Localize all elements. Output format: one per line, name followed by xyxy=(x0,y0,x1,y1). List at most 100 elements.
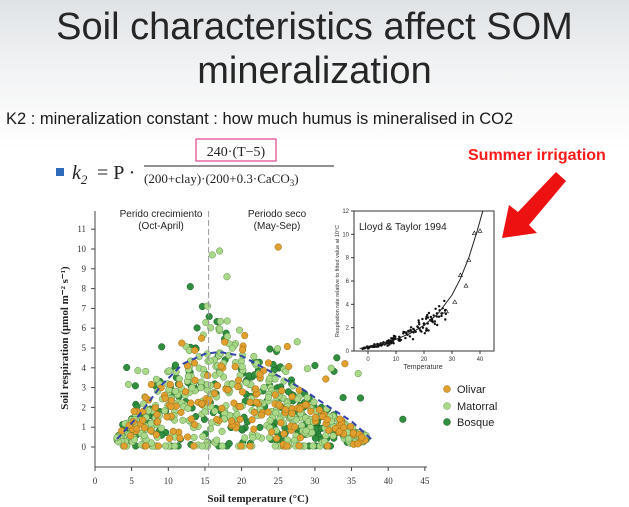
scatter-point-olivar xyxy=(250,425,258,433)
scatter-point-olivar xyxy=(190,442,198,450)
scatter-point-bosque xyxy=(193,324,201,332)
scatter-point-matorral xyxy=(309,442,317,450)
scatter-point-olivar xyxy=(126,432,135,440)
inset-point xyxy=(417,321,421,324)
scatter-point-olivar xyxy=(169,427,177,435)
scatter-point-olivar xyxy=(167,397,175,405)
scatter-point-matorral xyxy=(223,273,231,281)
scatter-point-olivar xyxy=(281,406,290,414)
scatter-point-olivar xyxy=(191,421,199,429)
scatter-point-olivar xyxy=(241,331,249,340)
scatter-point-olivar xyxy=(315,406,323,414)
main-x-tick-label: 0 xyxy=(93,476,98,486)
scatter-point-matorral xyxy=(190,433,198,441)
scatter-point-olivar xyxy=(140,424,149,432)
svg-text:(200+clay)·(200+0.3·CaCO3): (200+clay)·(200+0.3·CaCO3) xyxy=(144,171,299,188)
inset-point xyxy=(421,326,425,329)
scatter-point-olivar xyxy=(291,423,299,431)
inset-point xyxy=(438,305,441,308)
inset-point xyxy=(366,347,370,350)
scatter-point-olivar xyxy=(165,434,174,443)
scatter-point-olivar xyxy=(147,427,155,435)
summer-irrigation-annotation: Summer irrigation xyxy=(468,147,606,164)
scatter-point-olivar xyxy=(258,411,266,419)
scatter-point-olivar xyxy=(227,417,236,425)
inset-y-axis-label: Respiration rate relative to fitted valu… xyxy=(335,225,341,337)
scatter-point-olivar xyxy=(236,415,244,423)
scatter-point-bosque xyxy=(356,394,365,402)
inset-y-tick-label: 4 xyxy=(346,302,350,308)
main-y-tick-label: 1 xyxy=(82,422,87,432)
inset-lloyd-taylor-chart: 0 10 20 30 40 0 2 4 6 8 10 12 Lloyd & Taylor 1994 T… xyxy=(335,209,495,371)
scatter-point-matorral xyxy=(310,398,318,406)
inset-point xyxy=(408,335,412,338)
scatter-point-olivar xyxy=(154,442,162,450)
legend: Olivar Matorral Bosque xyxy=(443,384,497,429)
scatter-point-matorral xyxy=(134,367,142,375)
main-y-tick-label: 10 xyxy=(77,244,87,254)
scatter-point-olivar xyxy=(167,403,175,411)
scatter-point-olivar xyxy=(302,401,310,409)
main-y-tick-label: 8 xyxy=(82,284,87,294)
main-x-tick-label: 20 xyxy=(237,476,247,486)
scatter-point-matorral xyxy=(223,317,231,325)
scatter-point-olivar xyxy=(153,411,161,419)
inset-point xyxy=(434,307,437,310)
scatter-point-olivar xyxy=(336,415,344,423)
inset-x-tick-label: 0 xyxy=(366,357,370,363)
scatter-point-olivar xyxy=(161,394,169,402)
scatter-point-matorral xyxy=(354,370,362,378)
legend-matorral-marker xyxy=(443,402,451,410)
scatter-point-matorral xyxy=(172,368,180,376)
inset-x-tick-label: 20 xyxy=(421,357,428,363)
period-label-dry: Periodo seco xyxy=(248,209,307,220)
scatter-point-matorral xyxy=(302,427,310,435)
scatter-point-bosque xyxy=(266,345,274,353)
formula-numerator: 240·(T−5) xyxy=(207,145,266,160)
scatter-point-olivar xyxy=(236,403,244,411)
inset-point xyxy=(383,343,386,346)
scatter-point-olivar xyxy=(341,360,349,368)
red-arrow-icon xyxy=(502,172,566,238)
main-y-tick-label: 5 xyxy=(82,343,87,353)
inset-point xyxy=(421,317,424,321)
slide-title-line2: mineralization xyxy=(197,50,432,92)
scatter-point-olivar xyxy=(190,359,198,367)
scatter-point-bosque xyxy=(339,394,347,402)
inset-point xyxy=(418,323,421,326)
scatter-point-matorral xyxy=(216,247,224,255)
main-x-tick-label: 45 xyxy=(420,476,430,486)
scatter-point-olivar xyxy=(198,334,206,342)
scatter-point-olivar xyxy=(142,442,150,450)
scatter-point-matorral xyxy=(161,407,169,415)
inset-y-tick-label: 2 xyxy=(346,326,350,332)
inset-point xyxy=(380,344,383,347)
main-y-tick-label: 3 xyxy=(82,383,87,393)
scatter-point-olivar xyxy=(184,433,192,441)
scatter-point-olivar xyxy=(176,434,184,442)
scatter-point-matorral xyxy=(216,317,225,325)
scatter-point-matorral xyxy=(157,424,165,432)
scatter-point-matorral xyxy=(208,251,216,259)
scatter-point-matorral xyxy=(147,419,155,427)
inset-point-triangle xyxy=(477,228,483,233)
inset-point xyxy=(416,325,419,328)
scatter-point-olivar xyxy=(324,442,332,450)
scatter-point-olivar xyxy=(204,372,212,380)
inset-point xyxy=(444,318,447,321)
scatter-point-olivar xyxy=(358,433,366,441)
inset-point-triangle xyxy=(452,299,458,304)
scatter-point-matorral xyxy=(142,367,150,375)
scatter-point-olivar xyxy=(283,342,291,351)
formula-denominator-end: ) xyxy=(294,171,298,186)
inset-point xyxy=(427,329,430,332)
scatter-point-matorral xyxy=(249,433,257,442)
inset-point xyxy=(440,314,443,318)
scatter-point-matorral xyxy=(228,344,236,352)
scatter-point-olivar xyxy=(166,380,174,389)
scatter-point-olivar xyxy=(340,423,348,432)
scatter-point-matorral xyxy=(184,372,192,380)
scatter-point-olivar xyxy=(252,385,260,393)
scatter-point-olivar xyxy=(295,386,303,394)
scatter-point-matorral xyxy=(250,352,258,360)
